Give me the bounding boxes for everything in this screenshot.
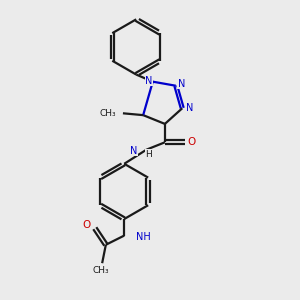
Text: N: N — [186, 103, 193, 113]
Text: CH₃: CH₃ — [100, 109, 116, 118]
Text: NH: NH — [136, 232, 151, 242]
Text: N: N — [130, 146, 137, 156]
Text: CH₃: CH₃ — [93, 266, 110, 275]
Text: O: O — [82, 220, 91, 230]
Text: O: O — [188, 137, 196, 147]
Text: N: N — [146, 76, 153, 86]
Text: N: N — [178, 79, 185, 89]
Text: H: H — [146, 150, 152, 159]
